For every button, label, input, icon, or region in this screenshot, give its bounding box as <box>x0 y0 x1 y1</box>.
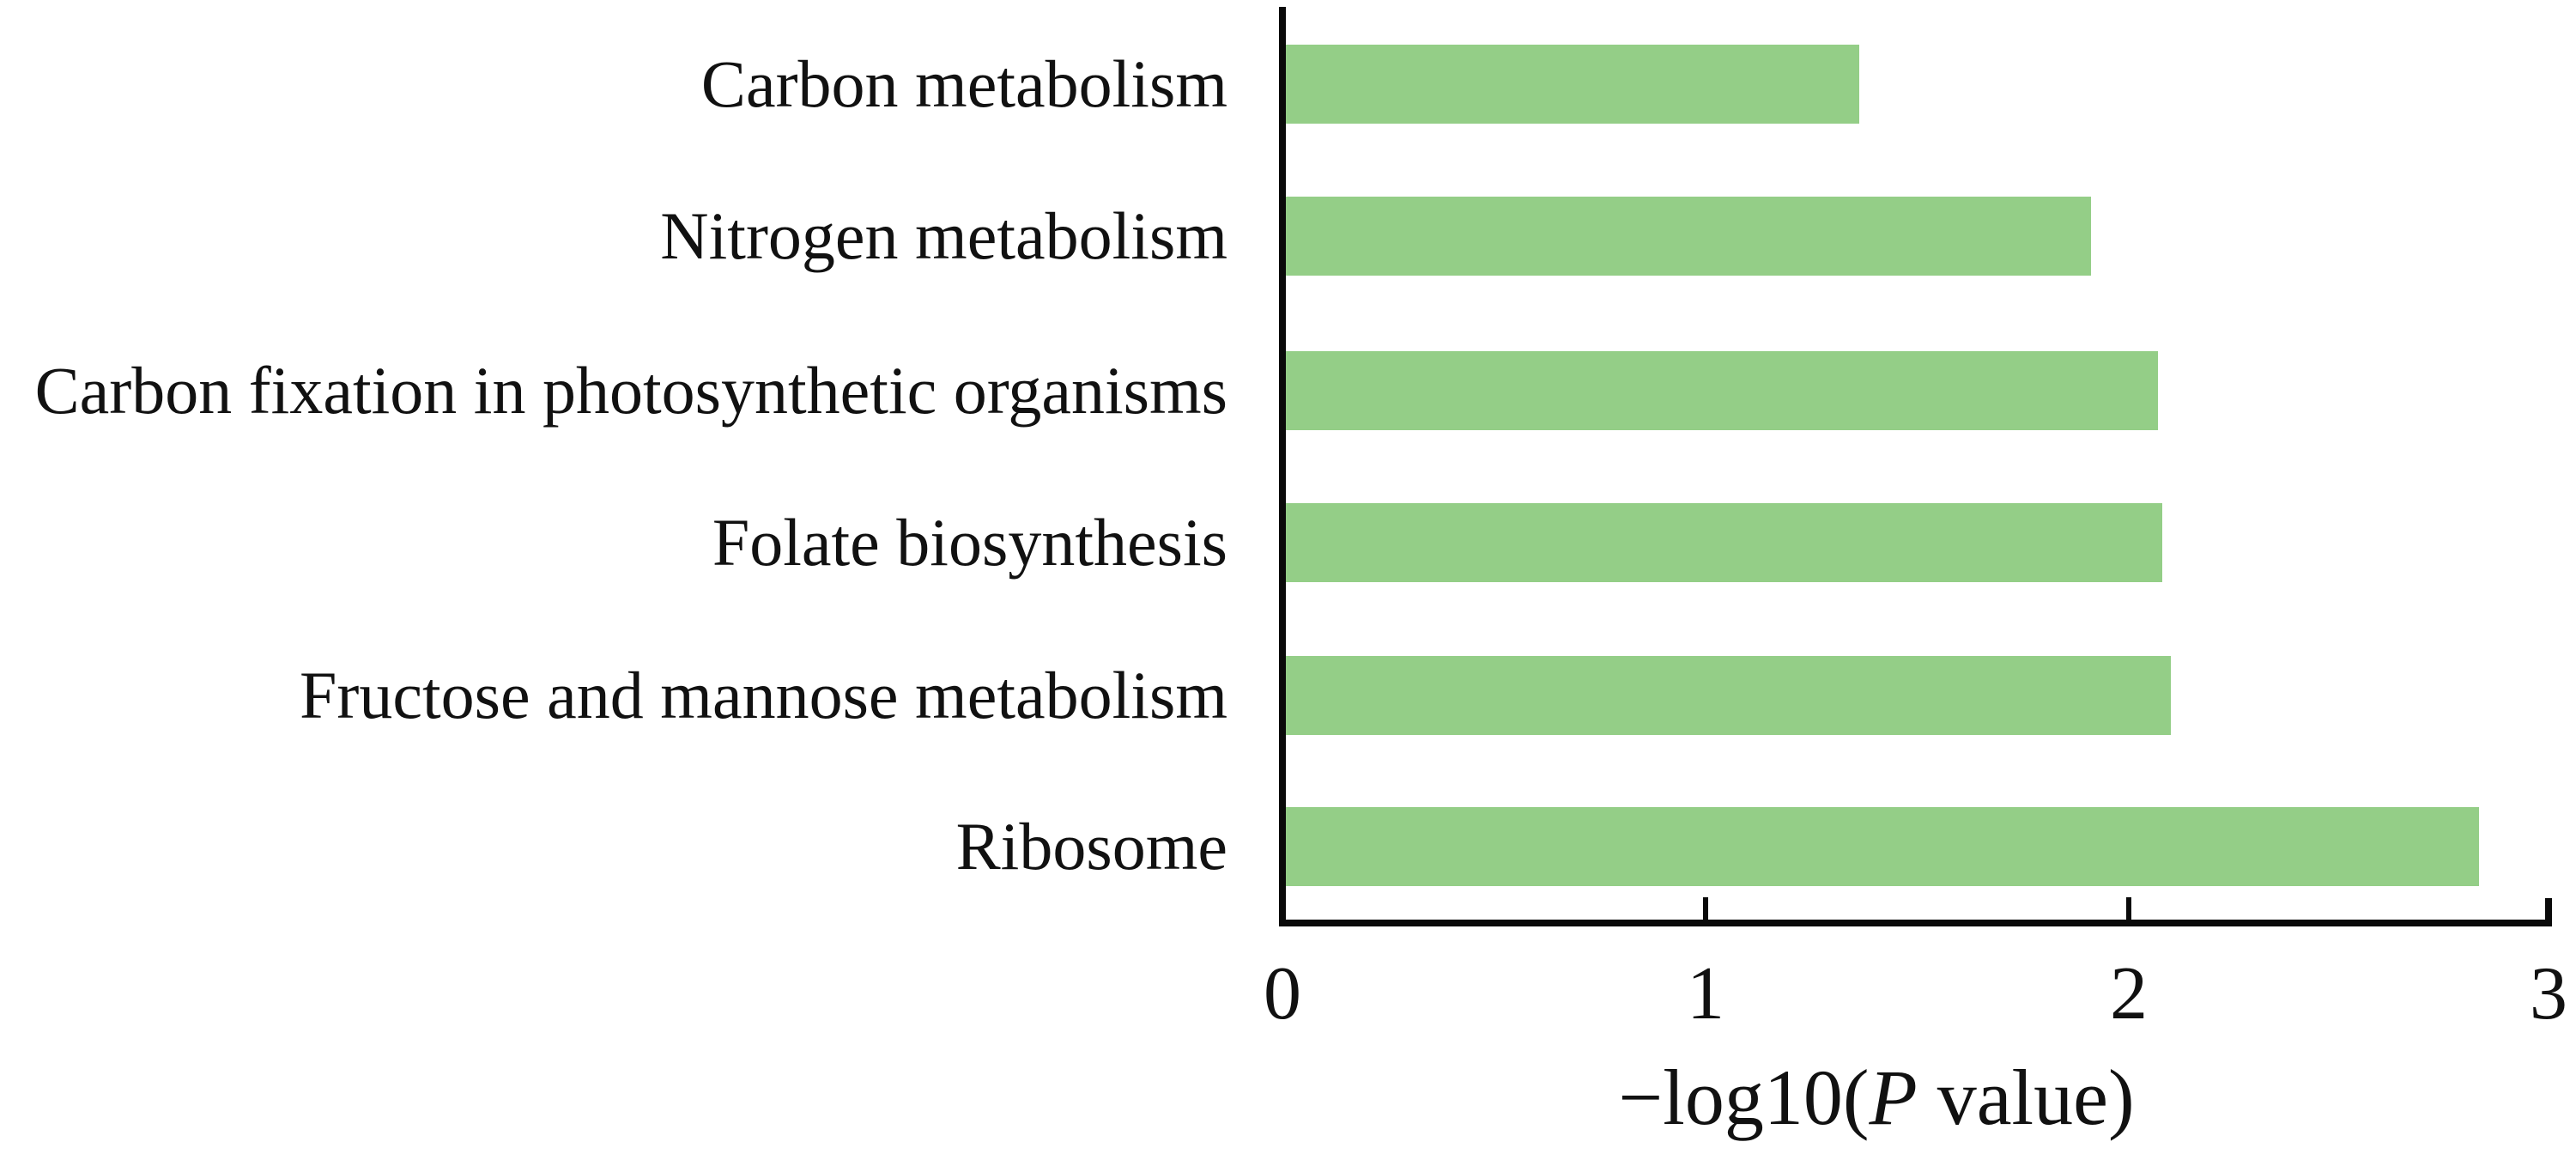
y-axis-line <box>1279 7 1286 926</box>
x-tick-label-3: 3 <box>2530 952 2567 1036</box>
x-tick-label-1: 1 <box>1687 952 1724 1036</box>
x-axis-title-p-variable: P <box>1869 1054 1918 1141</box>
bar-carbon-fixation <box>1286 351 2158 430</box>
x-axis-title-prefix: −log10( <box>1618 1054 1870 1141</box>
x-axis-tick-3 <box>2545 898 2552 920</box>
bar-carbon-metabolism <box>1286 45 1859 124</box>
category-label-fructose-mannose: Fructose and mannose metabolism <box>300 658 1227 732</box>
bar-ribosome <box>1286 807 2479 886</box>
category-label-carbon-metabolism: Carbon metabolism <box>700 46 1227 121</box>
x-tick-label-2: 2 <box>2110 952 2148 1036</box>
x-tick-label-0: 0 <box>1264 952 1301 1036</box>
category-label-nitrogen-metabolism: Nitrogen metabolism <box>660 198 1227 273</box>
bar-nitrogen-metabolism <box>1286 197 2091 276</box>
x-axis-title: −log10(P value) <box>1618 1053 2134 1142</box>
category-label-ribosome: Ribosome <box>955 809 1227 884</box>
bar-fructose-mannose <box>1286 656 2171 735</box>
bar-folate-biosynthesis <box>1286 503 2162 582</box>
x-axis-tick-2 <box>2126 897 2131 920</box>
category-label-carbon-fixation: Carbon fixation in photosynthetic organi… <box>34 353 1227 428</box>
category-label-folate-biosynthesis: Folate biosynthesis <box>712 505 1227 580</box>
x-axis-tick-1 <box>1703 897 1708 920</box>
x-axis-line <box>1279 920 2552 926</box>
x-axis-title-suffix: value) <box>1917 1054 2135 1141</box>
